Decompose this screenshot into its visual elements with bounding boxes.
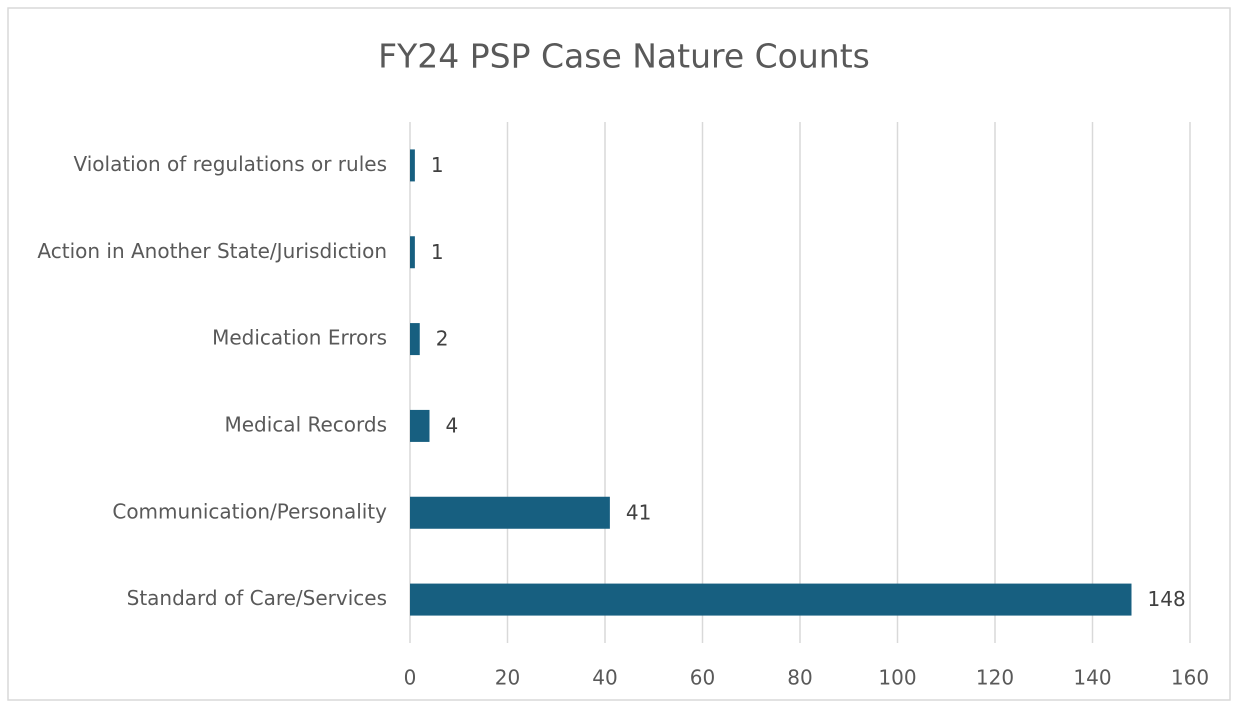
- data-label: 41: [626, 500, 651, 524]
- data-label: 2: [436, 327, 449, 351]
- chart-title: FY24 PSP Case Nature Counts: [378, 37, 870, 76]
- bar: [410, 409, 430, 442]
- x-tick-label: 160: [1171, 666, 1209, 690]
- data-label: 1: [431, 153, 444, 177]
- y-tick-label: Medical Records: [225, 412, 388, 436]
- data-label: 1: [431, 240, 444, 264]
- x-tick-label: 40: [592, 666, 617, 690]
- x-tick-label: 80: [787, 666, 812, 690]
- data-label: 4: [446, 413, 459, 437]
- x-tick-label: 20: [495, 666, 520, 690]
- y-tick-label: Violation of regulations or rules: [73, 152, 387, 176]
- data-label: 148: [1148, 587, 1186, 611]
- y-tick-label: Action in Another State/Jurisdiction: [37, 239, 387, 263]
- y-tick-label: Standard of Care/Services: [127, 586, 387, 610]
- bar: [410, 323, 420, 356]
- x-tick-label: 0: [404, 666, 417, 690]
- bar: [410, 236, 415, 269]
- x-tick-label: 140: [1073, 666, 1111, 690]
- y-tick-label: Communication/Personality: [112, 499, 387, 523]
- x-tick-label: 60: [690, 666, 715, 690]
- bar: [410, 149, 415, 182]
- y-tick-label: Medication Errors: [212, 326, 387, 350]
- x-tick-label: 100: [878, 666, 916, 690]
- bar: [410, 496, 610, 529]
- bar: [410, 583, 1132, 616]
- x-tick-label: 120: [976, 666, 1014, 690]
